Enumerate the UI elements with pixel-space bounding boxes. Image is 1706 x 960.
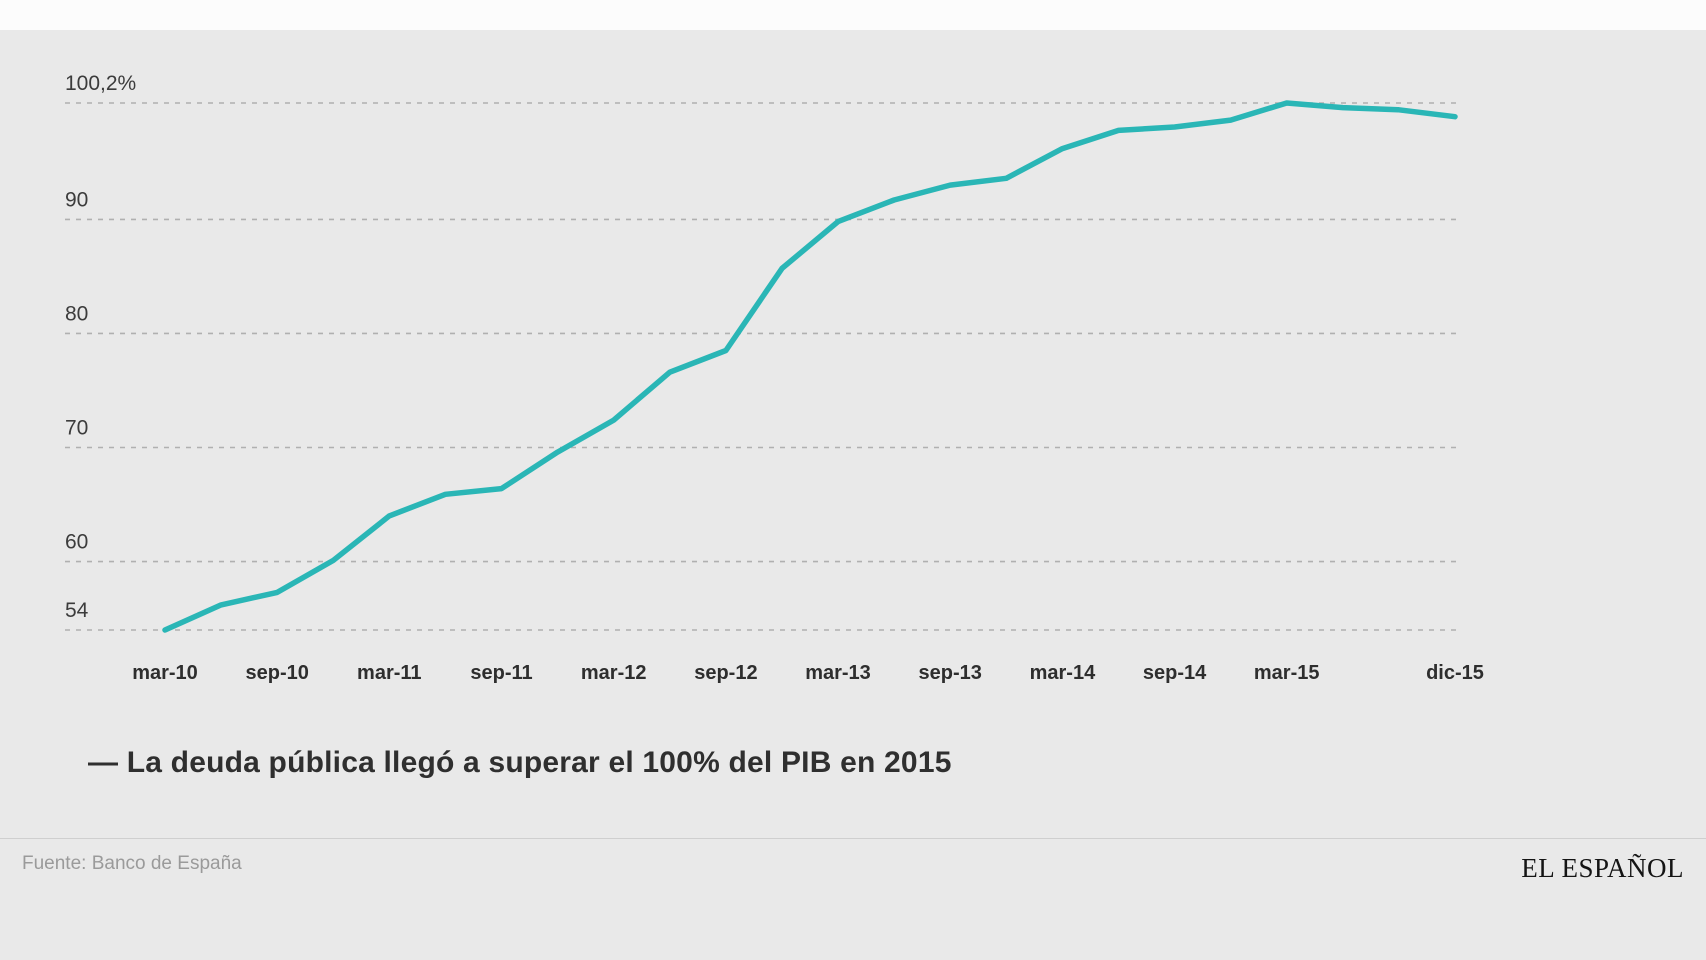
x-axis-label: mar-12 bbox=[581, 662, 647, 684]
y-axis-label: 60 bbox=[65, 531, 88, 554]
x-axis-label: mar-11 bbox=[357, 662, 422, 684]
x-axis-label: sep-12 bbox=[694, 662, 757, 684]
x-axis-label: sep-13 bbox=[919, 662, 982, 684]
x-axis-label: mar-14 bbox=[1030, 662, 1096, 684]
x-axis-label: sep-14 bbox=[1143, 662, 1207, 684]
y-axis-label: 54 bbox=[65, 599, 89, 622]
source-label: Fuente: Banco de España bbox=[22, 853, 242, 874]
debt-line-chart: 54 60 70 80 90 100,2% mar-10 sep-10 mar-11 sep-11… bbox=[65, 72, 1484, 684]
y-axis-label: 90 bbox=[65, 188, 88, 211]
x-axis-label: sep-10 bbox=[246, 662, 309, 684]
x-axis-label: mar-10 bbox=[132, 662, 198, 684]
debt-line bbox=[162, 100, 1458, 633]
x-axis-label: dic-15 bbox=[1426, 662, 1484, 684]
y-axis-label: 70 bbox=[65, 417, 88, 440]
y-axis-label: 80 bbox=[65, 302, 88, 325]
y-axis-label: 100,2% bbox=[65, 72, 136, 95]
brand-logo: EL ESPAÑOL bbox=[1521, 853, 1684, 883]
x-axis-label: mar-13 bbox=[805, 662, 871, 684]
x-axis-label: mar-15 bbox=[1254, 662, 1320, 684]
x-axis-label: sep-11 bbox=[470, 662, 532, 684]
chart-title: — La deuda pública llegó a superar el 10… bbox=[88, 746, 952, 779]
footer: Fuente: Banco de España EL ESPAÑOL bbox=[0, 838, 1706, 960]
top-strip bbox=[0, 0, 1706, 30]
